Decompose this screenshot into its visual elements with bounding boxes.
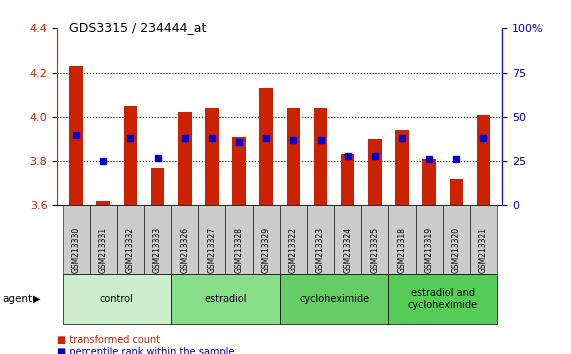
Bar [313, 108, 327, 205]
Text: GDS3315 / 234444_at: GDS3315 / 234444_at [69, 21, 206, 34]
Text: GSM213319: GSM213319 [425, 227, 433, 273]
Bar [395, 130, 409, 205]
Text: ▶: ▶ [33, 294, 41, 304]
Text: cycloheximide: cycloheximide [299, 294, 369, 304]
Text: GSM213320: GSM213320 [452, 227, 461, 273]
Bar [341, 154, 355, 205]
Bar [477, 115, 490, 205]
Bar [423, 159, 436, 205]
Text: agent: agent [3, 294, 33, 304]
Text: control: control [100, 294, 134, 304]
Bar [69, 66, 83, 205]
Text: GSM213326: GSM213326 [180, 227, 189, 273]
Text: GSM213330: GSM213330 [71, 226, 81, 273]
Text: GSM213321: GSM213321 [479, 227, 488, 273]
Text: GSM213323: GSM213323 [316, 227, 325, 273]
Bar [124, 106, 137, 205]
Bar [96, 201, 110, 205]
Text: ■ percentile rank within the sample: ■ percentile rank within the sample [57, 347, 235, 354]
Text: GSM213325: GSM213325 [371, 227, 379, 273]
Bar [178, 113, 191, 205]
Text: GSM213329: GSM213329 [262, 227, 271, 273]
Bar [151, 168, 164, 205]
Text: GSM213332: GSM213332 [126, 227, 135, 273]
Bar [287, 108, 300, 205]
Bar [205, 108, 219, 205]
Text: GSM213322: GSM213322 [289, 227, 298, 273]
Text: GSM213324: GSM213324 [343, 227, 352, 273]
Text: GSM213328: GSM213328 [235, 227, 244, 273]
Text: ■ transformed count: ■ transformed count [57, 335, 160, 345]
Bar [259, 88, 273, 205]
Text: GSM213333: GSM213333 [153, 226, 162, 273]
Text: estradiol and
cycloheximide: estradiol and cycloheximide [408, 288, 478, 310]
Bar [232, 137, 246, 205]
Text: GSM213318: GSM213318 [397, 227, 407, 273]
Bar [449, 179, 463, 205]
Bar [368, 139, 381, 205]
Text: estradiol: estradiol [204, 294, 247, 304]
Text: GSM213331: GSM213331 [99, 227, 108, 273]
Text: GSM213327: GSM213327 [207, 227, 216, 273]
